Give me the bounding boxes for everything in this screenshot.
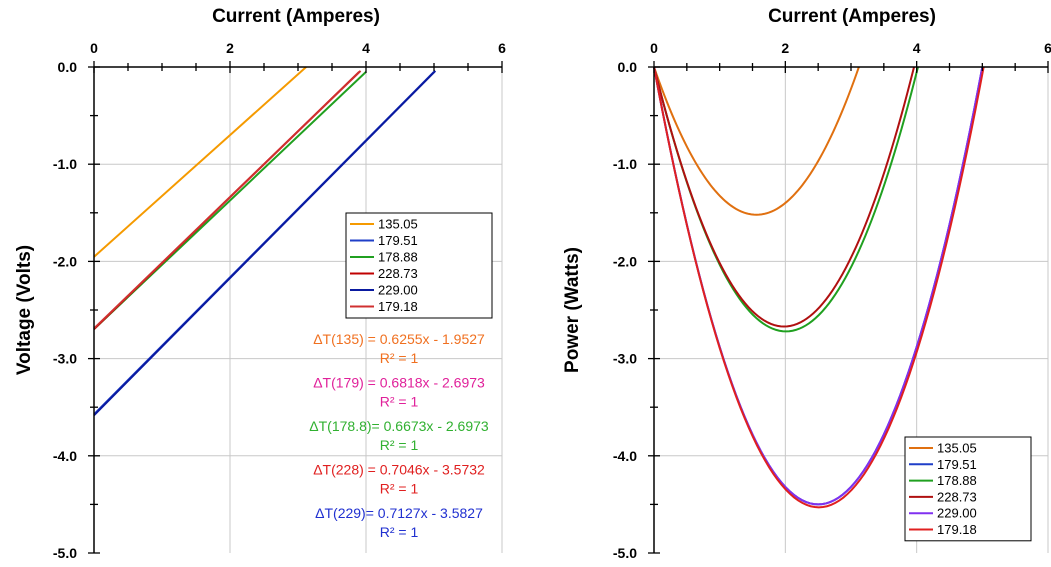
power-chart-series-line-3 [653,66,916,328]
power-chart-x-tick-label: 0 [650,40,658,56]
power-chart-y-tick-label: -1.0 [613,156,637,172]
voltage-chart-legend-label-4: 229.00 [378,283,418,298]
power-chart-y-tick-label: -5.0 [613,545,637,561]
voltage-chart-x-tick-label: 2 [226,40,234,56]
power-chart-legend-label-0: 135.05 [937,441,977,456]
voltage-chart-y-tick-label: -4.0 [53,448,77,464]
voltage-chart-legend-label-1: 179.51 [378,233,418,248]
voltage-chart-x-tick-label: 0 [90,40,98,56]
voltage-chart-y-tick-label: -1.0 [53,156,77,172]
trendline-r-squared-2: R² = 1 [380,437,419,453]
voltage-chart-y-tick-label: -5.0 [53,545,77,561]
power-chart-legend-label-2: 178.88 [937,473,977,488]
power-chart-legend-box [904,436,1032,542]
voltage-chart-legend-label-2: 178.88 [378,250,418,265]
voltage-chart-y-tick-label: -3.0 [53,351,77,367]
voltage-chart-xlabel: Current (Amperes) [212,6,380,27]
trendline-r-squared-3: R² = 1 [380,481,419,497]
voltage-chart-x-tick-label: 6 [498,40,506,56]
power-chart-axes: 0 2 4 6 0.0 -1.0 -2.0 -3.0 -4.0 -5.0 [613,40,1051,561]
power-chart-legend-label-5: 179.18 [937,522,977,537]
voltage-chart-axes: 0 2 4 6 0.0 -1.0 -2.0 -3.0 -4.0 -5.0 [53,40,506,561]
power-chart: 0 2 4 6 0.0 -1.0 -2.0 -3.0 -4.0 -5.0 Current (Amp… [562,6,1051,561]
power-chart-y-tick-label: 0.0 [618,59,638,75]
trendline-equation-4: ΔT(229)= 0.7127x - 3.5827 [315,505,483,521]
power-chart-legend-label-4: 229.00 [937,506,977,521]
voltage-chart-legend-label-0: 135.05 [378,217,418,232]
power-chart-y-tick-label: -3.0 [613,351,637,367]
power-chart-ylabel: Power (Watts) [562,247,583,373]
power-chart-series [653,66,985,509]
power-chart-x-tick-label: 4 [913,40,921,56]
power-chart-xlabel: Current (Amperes) [768,6,936,27]
power-chart-legend-label-3: 228.73 [937,489,977,504]
voltage-chart-series-line-5 [93,70,362,330]
trendline-equation-0: ΔT(135) = 0.6255x - 1.9527 [313,331,485,347]
voltage-chart-y-tick-label: -2.0 [53,253,77,269]
trendline-r-squared-1: R² = 1 [380,394,419,410]
voltage-chart-legend-box [345,212,493,319]
voltage-chart-series-line-0 [93,66,307,258]
power-chart-series-line-5 [653,66,985,509]
power-chart-y-tick-label: -2.0 [613,253,637,269]
trendline-equation-3: ΔT(228) = 0.7046x - 3.5732 [313,462,485,478]
power-chart-legend-label-1: 179.51 [937,457,977,472]
trendline-r-squared-4: R² = 1 [380,524,419,540]
voltage-chart-ylabel: Voltage (Volts) [14,245,35,375]
voltage-chart-legend-label-5: 179.18 [378,299,418,314]
voltage-chart-series [93,66,437,416]
voltage-chart-series-line-4 [93,70,437,416]
voltage-chart-x-tick-label: 4 [362,40,370,56]
power-chart-x-tick-label: 6 [1044,40,1051,56]
trendline-equation-1: ΔT(179) = 0.6818x - 2.6973 [313,375,485,391]
power-chart-x-tick-label: 2 [781,40,789,56]
voltage-chart-y-tick-label: 0.0 [58,59,78,75]
trendline-r-squared-0: R² = 1 [380,350,419,366]
voltage-chart: 0 2 4 6 0.0 -1.0 -2.0 -3.0 -4.0 -5.0 Current (Amp… [14,6,506,561]
power-chart-series-line-0 [653,66,860,216]
trendline-equation-2: ΔT(178.8)= 0.6673x - 2.6973 [309,418,489,434]
voltage-chart-annotations: ΔT(135) = 0.6255x - 1.9527 R² = 1 ΔT(179) … [309,331,489,540]
voltage-chart-legend-label-3: 228.73 [378,266,418,281]
power-chart-y-tick-label: -4.0 [613,448,637,464]
